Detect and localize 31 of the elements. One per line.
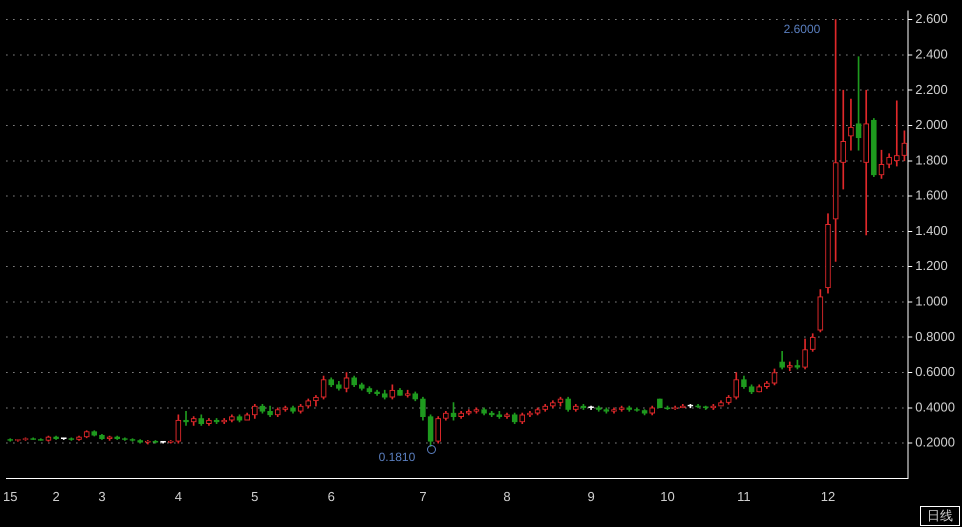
x-tick-label: 12 [820,488,836,504]
x-tick-label: 9 [587,488,595,504]
x-tick-label: 11 [737,488,751,504]
x-tick-label: 2 [52,488,60,504]
x-tick-label: 3 [98,488,106,504]
x-tick-label: 10 [660,488,675,504]
y-tick-label: 1.600 [915,188,948,203]
candlestick [450,402,456,420]
y-tick-label: 2.000 [915,117,948,132]
y-tick-label: 1.800 [915,152,948,168]
candlestick [183,411,189,426]
y-tick-label: 1.200 [915,258,948,274]
y-tick-label: 0.4000 [915,399,956,414]
annotation: 0.1810 [378,450,416,464]
y-tick-label: 1.400 [915,222,948,238]
x-tick-label: 6 [328,488,335,504]
x-tick-label: 7 [419,488,427,504]
x-tick-label: 8 [503,488,511,504]
annotation: 2.6000 [784,22,820,36]
x-tick-label: 15 [2,488,18,504]
x-tick-label: 5 [251,488,258,504]
y-tick-label: 0.6000 [915,364,956,380]
y-tick-label: 1.000 [915,294,948,309]
x-tick-label: 4 [174,488,182,504]
candlestick [856,56,862,151]
text: 日线 [920,506,960,526]
y-tick-label: 2.400 [915,46,948,62]
y-tick-label: 0.2000 [915,434,956,450]
y-tick-label: 2.200 [915,82,948,97]
y-tick-label: 0.8000 [915,328,956,344]
y-tick-label: 2.600 [915,11,948,26]
